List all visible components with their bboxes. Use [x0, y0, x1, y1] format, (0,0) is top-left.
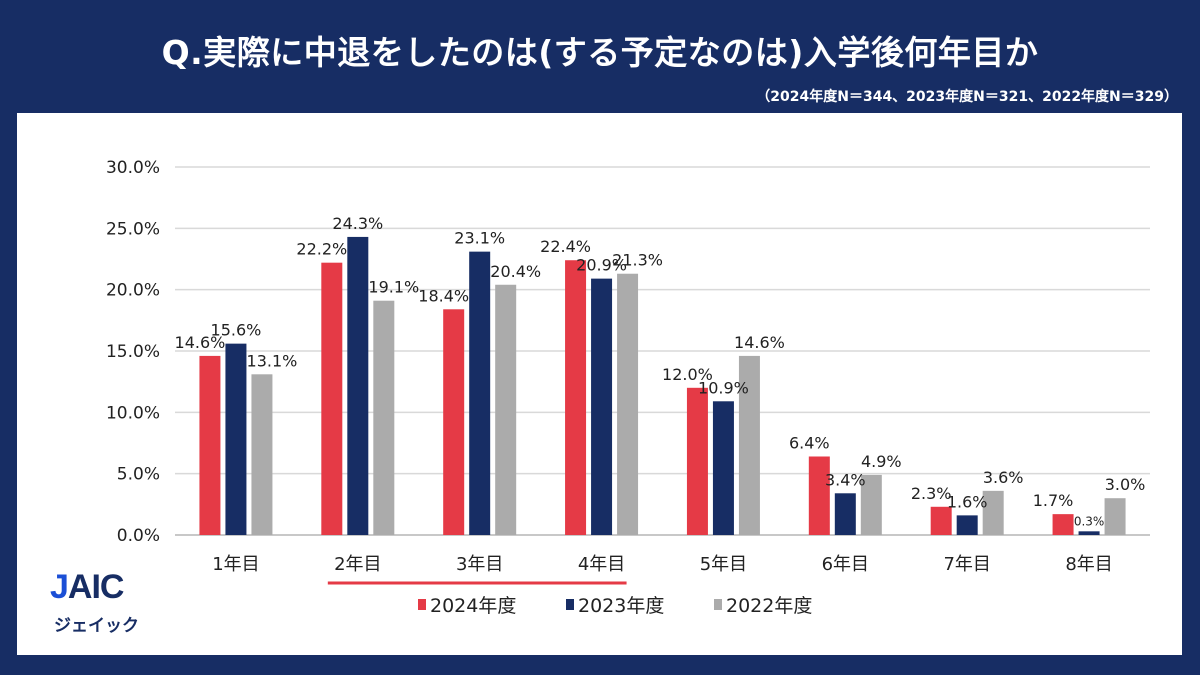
data-label: 3.4% — [825, 470, 866, 489]
bar-2022年度-7年目 — [982, 490, 1004, 535]
y-tick-label: 0.0% — [117, 526, 160, 546]
bar-2023年度-4年目 — [591, 278, 613, 535]
bar-2023年度-3年目 — [469, 251, 491, 535]
bar-2024年度-2年目 — [321, 262, 343, 535]
jaic-logo: JAIC ジェイック — [48, 568, 148, 638]
data-label: 18.4% — [418, 286, 469, 305]
data-label: 22.2% — [296, 240, 347, 259]
sample-size-note: （2024年度N＝344、2023年度N＝321、2022年度N＝329） — [756, 89, 1178, 105]
data-label: 15.6% — [211, 321, 262, 340]
data-label: 21.3% — [612, 251, 663, 270]
y-tick-label: 15.0% — [106, 342, 160, 362]
x-tick-label: 8年目 — [1065, 554, 1112, 575]
x-tick-label: 4年目 — [578, 554, 625, 575]
bar-2023年度-7年目 — [956, 515, 978, 535]
legend-label: 2024年度 — [430, 595, 516, 617]
x-tick-label: 2年目 — [334, 554, 381, 575]
data-label: 10.9% — [698, 378, 749, 397]
x-tick-label: 7年目 — [943, 554, 990, 575]
bar-2023年度-2年目 — [347, 236, 369, 536]
bar-2024年度-8年目 — [1052, 514, 1074, 535]
logo-j: J — [50, 568, 69, 606]
x-tick-label: 5年目 — [700, 554, 747, 575]
logo-aic: AIC — [67, 568, 125, 606]
bar-2024年度-5年目 — [686, 387, 708, 535]
data-label: 1.7% — [1033, 491, 1074, 510]
bar-2024年度-6年目 — [808, 456, 830, 535]
legend-label: 2022年度 — [726, 595, 812, 617]
y-tick-label: 10.0% — [106, 403, 160, 423]
bar-2022年度-5年目 — [738, 355, 760, 535]
legend-swatch-2024年度 — [418, 599, 426, 610]
y-tick-label: 20.0% — [106, 281, 160, 301]
data-label: 2.3% — [911, 484, 952, 503]
bar-2024年度-7年目 — [930, 506, 952, 535]
data-label: 4.9% — [861, 452, 902, 471]
bar-2022年度-1年目 — [251, 374, 273, 535]
data-label: 20.4% — [490, 262, 541, 281]
data-label: 14.6% — [734, 333, 785, 352]
data-label: 22.4% — [540, 237, 591, 256]
data-label: 12.0% — [662, 365, 713, 384]
bar-2022年度-2年目 — [373, 300, 395, 535]
chart-title: Q.実際に中退をしたのは(する予定なのは)入学後何年目か — [161, 33, 1039, 72]
data-label: 24.3% — [332, 214, 383, 233]
bar-2022年度-4年目 — [617, 273, 639, 535]
data-label: 14.6% — [175, 333, 226, 352]
y-tick-label: 30.0% — [106, 158, 160, 178]
legend-swatch-2022年度 — [714, 599, 722, 610]
bar-2024年度-4年目 — [565, 260, 587, 535]
bar-2022年度-6年目 — [860, 474, 882, 535]
logo-kana: ジェイック — [54, 616, 139, 636]
x-tick-label: 1年目 — [212, 554, 259, 575]
data-label: 3.6% — [983, 468, 1024, 487]
data-label: 13.1% — [247, 351, 298, 370]
data-label: 6.4% — [789, 433, 830, 452]
bar-2023年度-6年目 — [834, 493, 856, 535]
bar-2023年度-5年目 — [712, 401, 734, 535]
data-label: 3.0% — [1105, 475, 1146, 494]
legend-label: 2023年度 — [578, 595, 664, 617]
bar-2024年度-3年目 — [443, 309, 465, 535]
bar-2022年度-3年目 — [495, 284, 517, 535]
data-label: 19.1% — [368, 278, 419, 297]
data-label: 0.3% — [1074, 514, 1105, 528]
x-tick-label: 3年目 — [456, 554, 503, 575]
bar-2024年度-1年目 — [199, 355, 221, 535]
logo-wordmark: JAIC — [50, 568, 125, 607]
y-tick-label: 25.0% — [106, 219, 160, 239]
data-label: 23.1% — [454, 229, 505, 248]
bar-2023年度-1年目 — [225, 343, 247, 535]
bar-2022年度-8年目 — [1104, 498, 1126, 535]
data-label: 20.9% — [576, 256, 627, 275]
y-tick-label: 5.0% — [117, 465, 160, 485]
data-label: 1.6% — [947, 492, 988, 511]
x-tick-label: 6年目 — [822, 554, 869, 575]
legend-swatch-2023年度 — [566, 599, 574, 610]
bar-2023年度-8年目 — [1078, 531, 1100, 535]
